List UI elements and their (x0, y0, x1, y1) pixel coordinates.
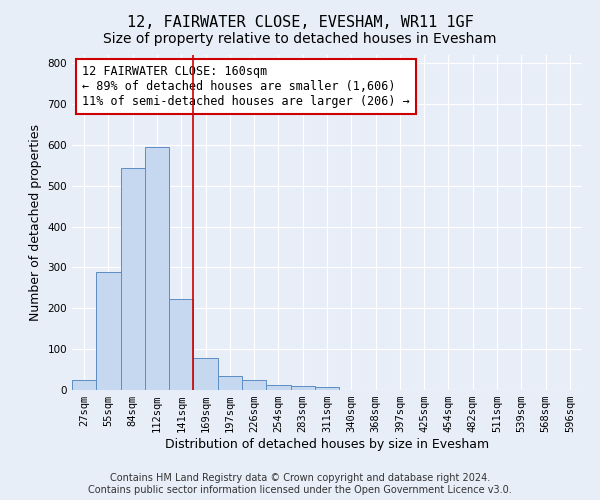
Bar (218, 376, 242, 390)
Bar (193, 358, 218, 390)
Text: Size of property relative to detached houses in Evesham: Size of property relative to detached ho… (103, 32, 497, 46)
Bar (315, 386, 339, 390)
Bar (266, 385, 290, 390)
Text: 12 FAIRWATER CLOSE: 160sqm
← 89% of detached houses are smaller (1,606)
11% of s: 12 FAIRWATER CLOSE: 160sqm ← 89% of deta… (82, 65, 410, 108)
X-axis label: Distribution of detached houses by size in Evesham: Distribution of detached houses by size … (165, 438, 489, 451)
Bar (72, 380, 96, 390)
Text: 12, FAIRWATER CLOSE, EVESHAM, WR11 1GF: 12, FAIRWATER CLOSE, EVESHAM, WR11 1GF (127, 15, 473, 30)
Bar (290, 386, 315, 390)
Bar (96, 272, 121, 390)
Bar (169, 300, 193, 390)
Bar (242, 380, 266, 390)
Bar (145, 147, 169, 390)
Bar (121, 168, 145, 390)
Y-axis label: Number of detached properties: Number of detached properties (29, 124, 42, 321)
Text: Contains HM Land Registry data © Crown copyright and database right 2024.
Contai: Contains HM Land Registry data © Crown c… (88, 474, 512, 495)
